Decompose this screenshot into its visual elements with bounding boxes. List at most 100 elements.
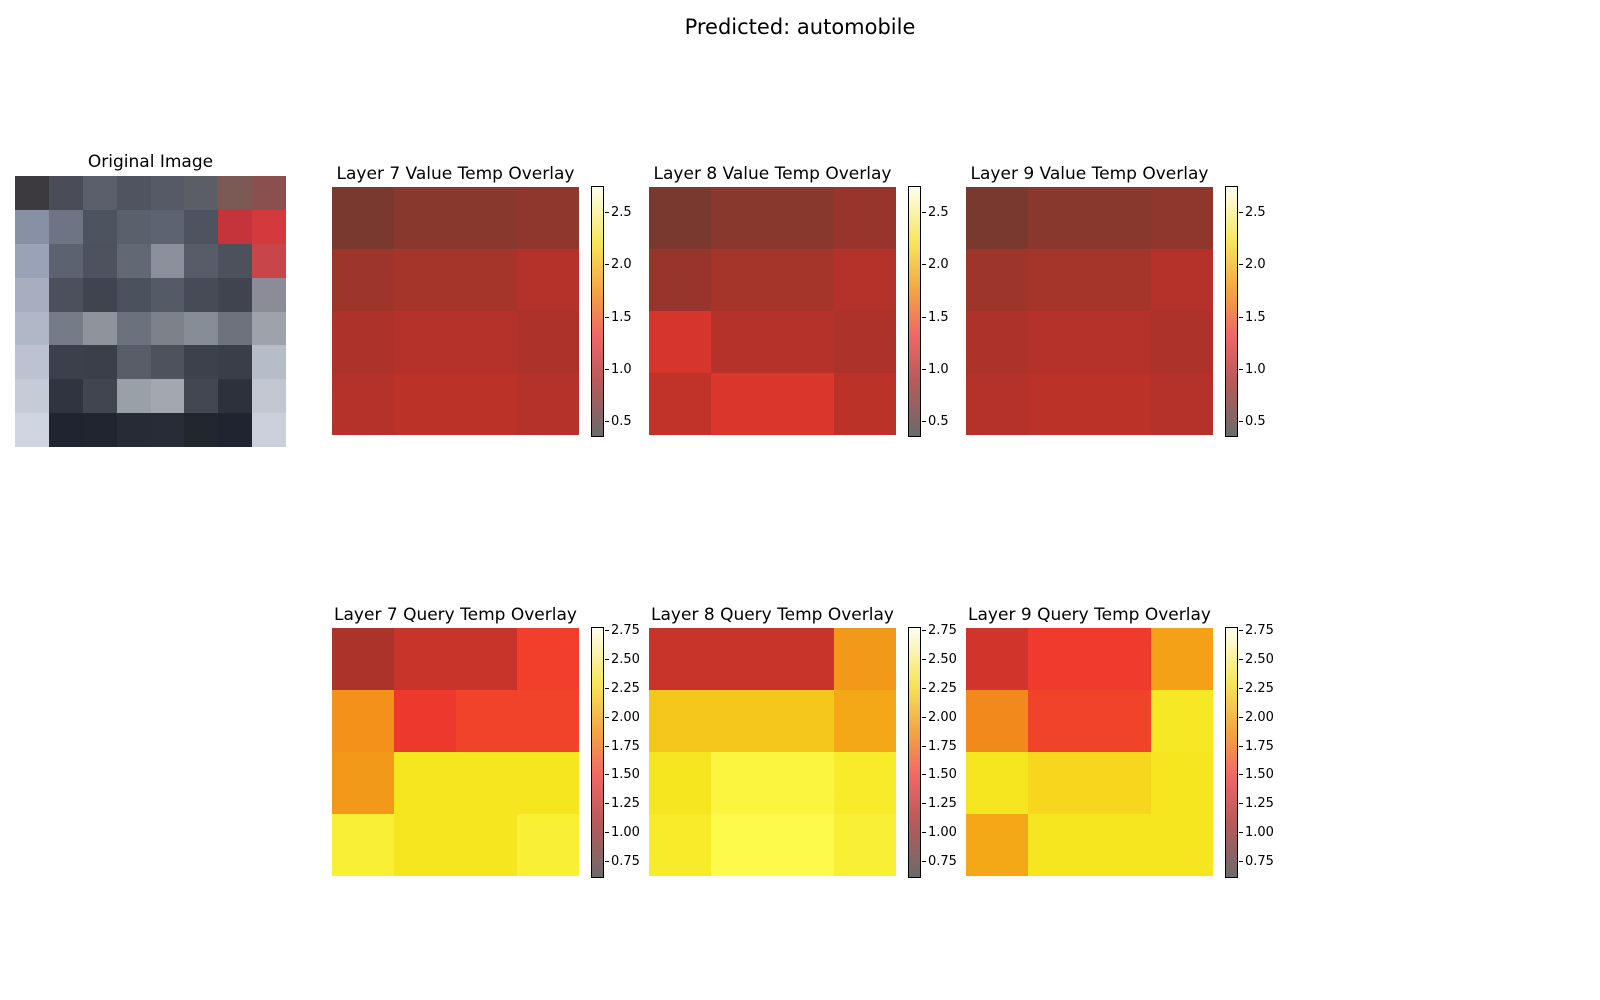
original-pixel [48,311,83,346]
heatmap-cell [393,814,456,876]
heatmap-cell [455,628,518,690]
heatmap-cell [649,187,711,249]
colorbar-tick-label: 0.5 [605,414,632,430]
heatmap-cell [1027,249,1090,311]
heatmap-cell [517,814,579,876]
original-pixel [252,243,286,278]
heatmap-cell [1089,628,1152,690]
heatmap-cell [1027,373,1090,435]
heatmap-cell [834,628,896,690]
colorbar-tick-label: 2.0 [605,257,632,273]
original-pixel [218,243,253,278]
panel-title: Layer 9 Value Temp Overlay [970,164,1209,184]
heatmap-overlay [966,187,1213,435]
original-pixel [184,345,219,380]
colorbar-tick-label: 2.75 [1239,623,1274,639]
original-pixel [116,413,151,447]
heatmap-cell [1151,187,1213,249]
heatmap-cell [966,373,1028,435]
original-pixel [48,243,83,278]
original-pixel [184,277,219,312]
original-pixel [116,277,151,312]
original-pixel [184,209,219,244]
heatmap-cell [710,311,773,373]
colorbar-tick-label: 1.00 [605,824,640,840]
heatmap-cell [710,752,773,814]
colorbar-tick-label: 2.25 [1239,681,1274,697]
heatmap-cell [1089,249,1152,311]
original-pixel [15,311,49,346]
original-pixel [150,413,185,447]
original-pixel [150,176,185,210]
original-pixel [252,176,286,210]
heatmap-cell [834,690,896,752]
original-pixel [150,277,185,312]
heatmap-cell [517,690,579,752]
original-pixel [82,209,117,244]
heatmap-cell [1151,814,1213,876]
colorbar-tick-label: 1.75 [605,738,640,754]
colorbar-tick-label: 2.00 [1239,709,1274,725]
heatmap-cell [1151,373,1213,435]
heatmap-cell [1151,311,1213,373]
heatmap-overlay [332,628,579,876]
heatmap-cell [517,752,579,814]
colorbar-tick-label: 2.00 [922,709,957,725]
heatmap-cell [393,249,456,311]
heatmap-cell [1089,814,1152,876]
heatmap-cell [1089,187,1152,249]
panel-title: Layer 8 Value Temp Overlay [653,164,892,184]
colorbar-tick-label: 2.50 [1239,652,1274,668]
heatmap-cell [710,628,773,690]
original-pixel [82,379,117,414]
heatmap-cell [649,373,711,435]
heatmap-cell [772,628,835,690]
heatmap-cell [772,249,835,311]
heatmap-cell [455,311,518,373]
heatmap-cell [393,752,456,814]
colorbar [591,186,604,437]
colorbar-tick-label: 1.0 [605,362,632,378]
colorbar-tick-label: 1.25 [605,796,640,812]
heatmap-cell [1027,752,1090,814]
original-pixel [184,311,219,346]
original-pixel [184,379,219,414]
original-pixel [48,277,83,312]
heatmap-cell [834,311,896,373]
heatmap-cell [332,249,394,311]
colorbar-tick-label: 1.5 [1239,309,1266,325]
original-pixel [150,243,185,278]
colorbar-tick-label: 0.75 [1239,853,1274,869]
colorbar-tick-label: 1.75 [1239,738,1274,754]
original-pixel [252,277,286,312]
heatmap-cell [834,373,896,435]
colorbar-tick-label: 1.5 [922,309,949,325]
panel-title: Layer 8 Query Temp Overlay [651,605,894,625]
original-pixel [116,176,151,210]
original-pixel [82,311,117,346]
original-image [15,176,286,447]
original-pixel [48,413,83,447]
heatmap-cell [517,628,579,690]
heatmap-cell [517,249,579,311]
heatmap-cell [710,373,773,435]
colorbar-tick-label: 1.0 [1239,362,1266,378]
heatmap-cell [455,814,518,876]
original-pixel [150,379,185,414]
original-pixel [116,243,151,278]
heatmap-cell [1151,628,1213,690]
heatmap-cell [1089,752,1152,814]
colorbar-tick-label: 2.00 [605,709,640,725]
colorbar-tick-label: 2.5 [1239,205,1266,221]
original-pixel [252,209,286,244]
original-pixel [48,176,83,210]
heatmap-cell [966,690,1028,752]
heatmap-cell [393,311,456,373]
heatmap-cell [1027,814,1090,876]
heatmap-cell [649,690,711,752]
original-pixel [15,379,49,414]
heatmap-cell [772,814,835,876]
figure-title: Predicted: automobile [684,15,916,39]
heatmap-overlay [966,628,1213,876]
colorbar-tick-label: 1.50 [605,767,640,783]
